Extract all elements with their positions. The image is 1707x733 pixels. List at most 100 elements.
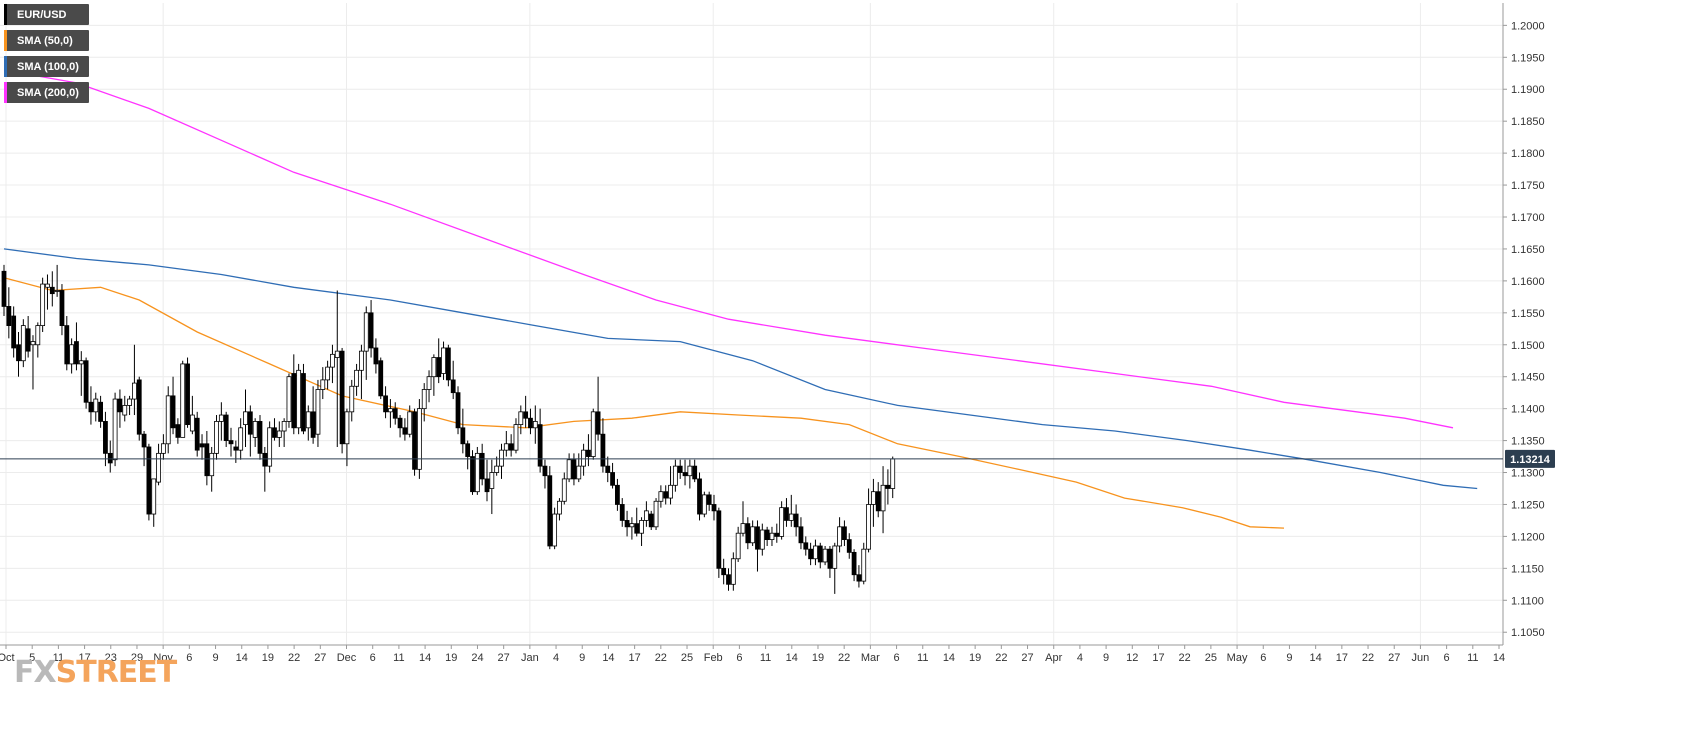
candle <box>653 498 659 531</box>
legend-label-sma200: SMA (200,0) <box>17 86 79 99</box>
candle <box>325 360 331 390</box>
x-tick-label: 14 <box>943 652 955 664</box>
candle-body-bearish <box>798 526 804 544</box>
candle-body-bearish <box>25 328 31 352</box>
candle <box>450 360 456 400</box>
candle <box>412 408 417 476</box>
candle <box>788 494 794 527</box>
candle-body-bearish <box>615 484 620 505</box>
candle <box>209 446 215 492</box>
candle <box>745 517 751 550</box>
x-tick-label: 6 <box>370 652 376 664</box>
candle-body-bearish <box>803 542 809 550</box>
x-tick-label: 9 <box>212 652 218 664</box>
x-tick-label: 25 <box>681 652 693 664</box>
sma100-line <box>3 248 1478 490</box>
candle-body-bearish <box>648 513 654 528</box>
candle <box>436 338 442 384</box>
candle <box>600 418 606 473</box>
candle-body-bullish <box>788 513 794 521</box>
candle <box>528 408 533 435</box>
candle-body-bullish <box>759 529 765 550</box>
x-tick-label: 19 <box>969 652 981 664</box>
legend-item-sma50[interactable]: SMA (50,0) <box>4 30 89 51</box>
candle-body-bearish <box>59 290 65 326</box>
candle <box>296 363 302 435</box>
candle <box>566 453 572 483</box>
x-tick-label: 17 <box>629 652 641 664</box>
candle <box>851 549 857 582</box>
legend-item-sma100[interactable]: SMA (100,0) <box>4 56 89 77</box>
x-tick-label: 11 <box>53 652 64 664</box>
y-tick-label: 1.1700 <box>1511 212 1545 224</box>
candle-body-bearish <box>412 411 417 470</box>
candle <box>267 421 273 473</box>
candle-body-bullish <box>518 411 524 426</box>
candle-body-bullish <box>281 421 287 432</box>
candle-body-bearish <box>663 491 669 499</box>
candle-body-bullish <box>561 478 567 502</box>
last-price-badge <box>1505 449 1555 468</box>
candle-body-bullish <box>160 443 166 454</box>
candle <box>112 392 118 467</box>
candle-body-bearish <box>6 306 12 326</box>
candle <box>441 341 446 380</box>
candle-body-bullish <box>779 507 785 537</box>
y-tick-label: 1.1900 <box>1511 84 1545 96</box>
candle <box>837 517 842 553</box>
candle <box>813 539 818 566</box>
logo-street: STREET <box>55 655 178 690</box>
candle-body-bearish <box>547 475 553 547</box>
legend-item-eurusd[interactable]: EUR/USD <box>4 4 89 25</box>
candle <box>808 542 814 566</box>
candle-body-bearish <box>586 449 591 457</box>
candle-body-bullish <box>315 389 321 435</box>
x-tick-label: Mar <box>861 652 880 664</box>
candle <box>122 395 128 422</box>
candle <box>866 488 871 553</box>
candle <box>639 517 644 546</box>
candle <box>291 354 297 435</box>
candle <box>189 395 195 435</box>
x-tick-label: May <box>1227 652 1248 664</box>
candle <box>663 485 669 505</box>
candle-body-bullish <box>296 369 302 429</box>
x-tick-label: Dec <box>337 652 357 664</box>
candle <box>697 472 702 521</box>
fxstreet-logo: FXSTREET <box>14 655 178 690</box>
candle <box>484 459 490 502</box>
y-tick-label: 1.1300 <box>1511 468 1545 480</box>
candle <box>223 411 229 447</box>
candle-body-bearish <box>619 504 625 521</box>
candle <box>586 434 591 467</box>
candle-body-bearish <box>445 347 451 381</box>
candle-body-bearish <box>83 360 89 403</box>
candle <box>615 478 620 511</box>
candle <box>885 469 891 505</box>
legend-item-sma200[interactable]: SMA (200,0) <box>4 82 89 103</box>
candle <box>465 440 471 470</box>
legend-label-sma50: SMA (50,0) <box>17 34 73 47</box>
candle-body-bullish <box>668 484 673 499</box>
candle <box>750 520 756 546</box>
candle <box>755 520 760 572</box>
candle <box>672 459 678 492</box>
y-tick-label: 1.1600 <box>1511 276 1545 288</box>
y-tick-label: 1.1150 <box>1511 563 1544 575</box>
x-tick-label: 5 <box>29 652 35 664</box>
candle <box>605 456 611 483</box>
candle <box>363 306 369 380</box>
candle <box>711 494 717 521</box>
candle-body-bearish <box>368 312 374 349</box>
candle <box>542 459 548 489</box>
candle-body-bullish <box>629 523 635 528</box>
candle-body-bullish <box>740 523 746 534</box>
y-tick-label: 1.1450 <box>1511 372 1545 384</box>
candle-body-bullish <box>30 341 36 346</box>
candle-body-bearish <box>98 401 103 422</box>
y-tick-label: 1.1100 <box>1511 595 1544 607</box>
candle <box>16 331 21 377</box>
candle <box>557 498 562 521</box>
candle <box>301 363 306 435</box>
candle-body-bearish <box>682 472 688 477</box>
